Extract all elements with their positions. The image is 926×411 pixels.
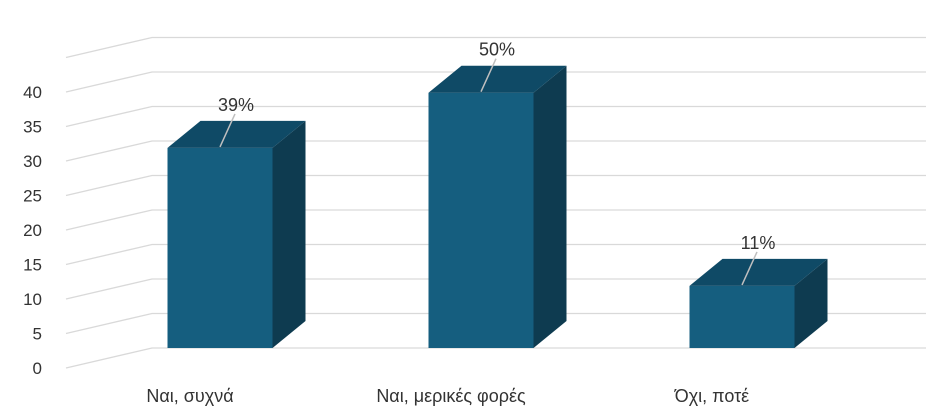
bar-side — [794, 258, 828, 348]
gridlines — [65, 36, 926, 369]
category-label: Ναι, μερικές φορές — [376, 386, 526, 406]
gridline — [65, 105, 926, 128]
category-label: Ναι, συχνά — [146, 386, 233, 406]
y-axis-ticks: 0 5 10 15 20 25 30 35 40 — [23, 83, 42, 378]
y-tick-label: 25 — [23, 187, 42, 206]
bar-front — [167, 147, 273, 348]
y-tick-label: 35 — [23, 118, 42, 137]
bar-side — [272, 120, 306, 349]
data-label: 11% — [741, 233, 776, 253]
y-tick-label: 40 — [23, 83, 42, 102]
leader-line — [741, 251, 758, 286]
gridline — [65, 36, 926, 59]
bar — [167, 120, 306, 349]
bar — [689, 258, 828, 348]
data-label: 50% — [479, 40, 515, 60]
bars — [167, 65, 828, 349]
gridline — [65, 243, 926, 266]
category-label: Όχι, ποτέ — [674, 386, 749, 406]
leader-line — [219, 113, 236, 148]
gridline — [65, 174, 926, 197]
bar-front — [428, 92, 534, 348]
y-tick-label: 10 — [23, 290, 42, 309]
y-tick-label: 5 — [33, 325, 42, 344]
leader-lines — [219, 58, 758, 286]
data-label: 39% — [218, 95, 254, 115]
bar-top — [428, 65, 567, 93]
bar — [428, 65, 567, 348]
y-tick-label: 20 — [23, 221, 42, 240]
gridline — [65, 278, 926, 300]
gridline — [65, 140, 926, 162]
data-labels: 39% 50% 11% — [218, 40, 775, 253]
y-tick-label: 0 — [33, 359, 42, 378]
bar-side — [533, 65, 567, 348]
gridline — [65, 71, 926, 93]
gridline — [65, 209, 926, 231]
gridline — [65, 347, 926, 369]
x-axis-categories: Ναι, συχνά Ναι, μερικές φορές Όχι, ποτέ — [146, 386, 749, 406]
y-tick-label: 15 — [23, 256, 42, 275]
leader-line — [480, 58, 497, 93]
gridline — [65, 312, 926, 335]
bar-top — [689, 258, 828, 286]
y-tick-label: 30 — [23, 152, 42, 171]
bar-front — [689, 285, 795, 348]
bar-top — [167, 120, 306, 148]
